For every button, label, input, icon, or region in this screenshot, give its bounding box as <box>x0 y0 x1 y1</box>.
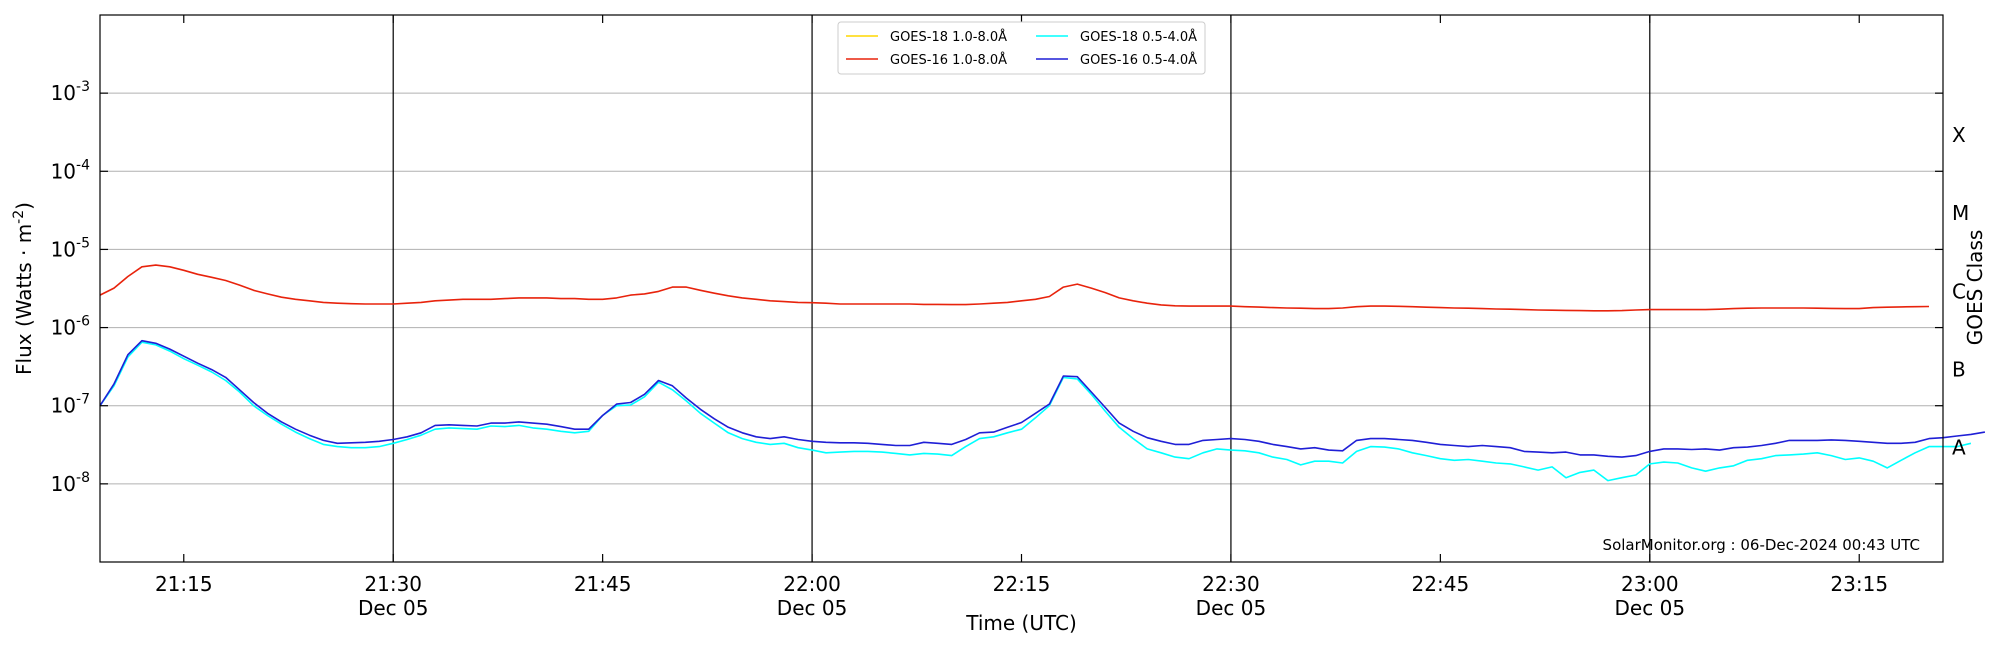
y-axis-title-exponent: -2 <box>11 210 27 224</box>
y-tick-exponent: -5 <box>76 235 90 251</box>
legend-label: GOES-18 0.5-4.0Å <box>1080 29 1197 45</box>
y-axis-title: Flux (Watts · m-2) <box>11 202 36 375</box>
series-layer <box>99 264 1986 482</box>
series-line-3 <box>99 339 1986 458</box>
goes-class-label: M <box>1952 201 1969 225</box>
y-tick-exponent: -6 <box>76 314 90 330</box>
goes-class-axis-title: GOES Class <box>1963 230 1987 346</box>
y-tick-base: 10 <box>51 159 76 183</box>
y-axis-title-main: Flux (Watts · m <box>12 224 36 375</box>
x-tick-label: 21:45 <box>574 572 632 596</box>
x-tick-label: 21:15 <box>155 572 213 596</box>
x-tick-label: 21:30 <box>364 572 422 596</box>
y-tick-base: 10 <box>51 394 76 418</box>
x-tick-label: 22:00 <box>783 572 841 596</box>
legend-label: GOES-16 1.0-8.0Å <box>890 52 1007 68</box>
goes-class-label: X <box>1952 123 1966 147</box>
y-tick-base: 10 <box>51 81 76 105</box>
y-tick-base: 10 <box>51 472 76 496</box>
goes-class-label: C <box>1952 279 1966 303</box>
plot-frame <box>99 14 1944 563</box>
x-tick-date-label: Dec 05 <box>358 596 429 620</box>
legend: GOES-18 1.0-8.0Å GOES-16 1.0-8.0Å GOES-18 … <box>837 21 1206 75</box>
legend-box <box>837 21 1206 75</box>
goes-class-label: B <box>1952 357 1966 381</box>
y-tick-label: 10-4 <box>51 157 91 183</box>
y-tick-base: 10 <box>51 237 76 261</box>
y-tick-label: 10-3 <box>51 79 90 105</box>
x-axis-title: Time (UTC) <box>965 611 1077 635</box>
x-tick-label: 22:30 <box>1202 572 1260 596</box>
x-tick-label: 23:00 <box>1621 572 1679 596</box>
legend-label: GOES-16 0.5-4.0Å <box>1080 52 1197 68</box>
x-tick-date-label: Dec 05 <box>1196 596 1267 620</box>
y-tick-exponent: -8 <box>76 470 90 486</box>
credit-text: SolarMonitor.org : 06-Dec-2024 00:43 UTC <box>1603 536 1920 554</box>
goes-class-label: A <box>1952 436 1966 460</box>
y-tick-label: 10-5 <box>51 235 90 261</box>
y-axis-title-close: ) <box>12 202 36 210</box>
x-tick-label: 22:15 <box>993 572 1051 596</box>
y-tick-exponent: -4 <box>76 157 90 173</box>
y-tick-label: 10-8 <box>51 470 90 496</box>
x-tick-label: 23:15 <box>1830 572 1888 596</box>
y-tick-exponent: -3 <box>76 79 90 95</box>
x-tick-date-label: Dec 05 <box>777 596 848 620</box>
y-tick-label: 10-6 <box>51 314 91 340</box>
grid-layer <box>100 15 1943 562</box>
y-tick-base: 10 <box>51 316 76 340</box>
x-tick-date-label: Dec 05 <box>1615 596 1686 620</box>
legend-label: GOES-18 1.0-8.0Å <box>890 29 1007 45</box>
y-tick-label: 10-7 <box>51 392 90 418</box>
series-line-2 <box>99 341 1972 482</box>
x-tick-label: 22:45 <box>1412 572 1470 596</box>
series-line-1 <box>99 264 1930 312</box>
y-tick-exponent: -7 <box>76 392 90 408</box>
